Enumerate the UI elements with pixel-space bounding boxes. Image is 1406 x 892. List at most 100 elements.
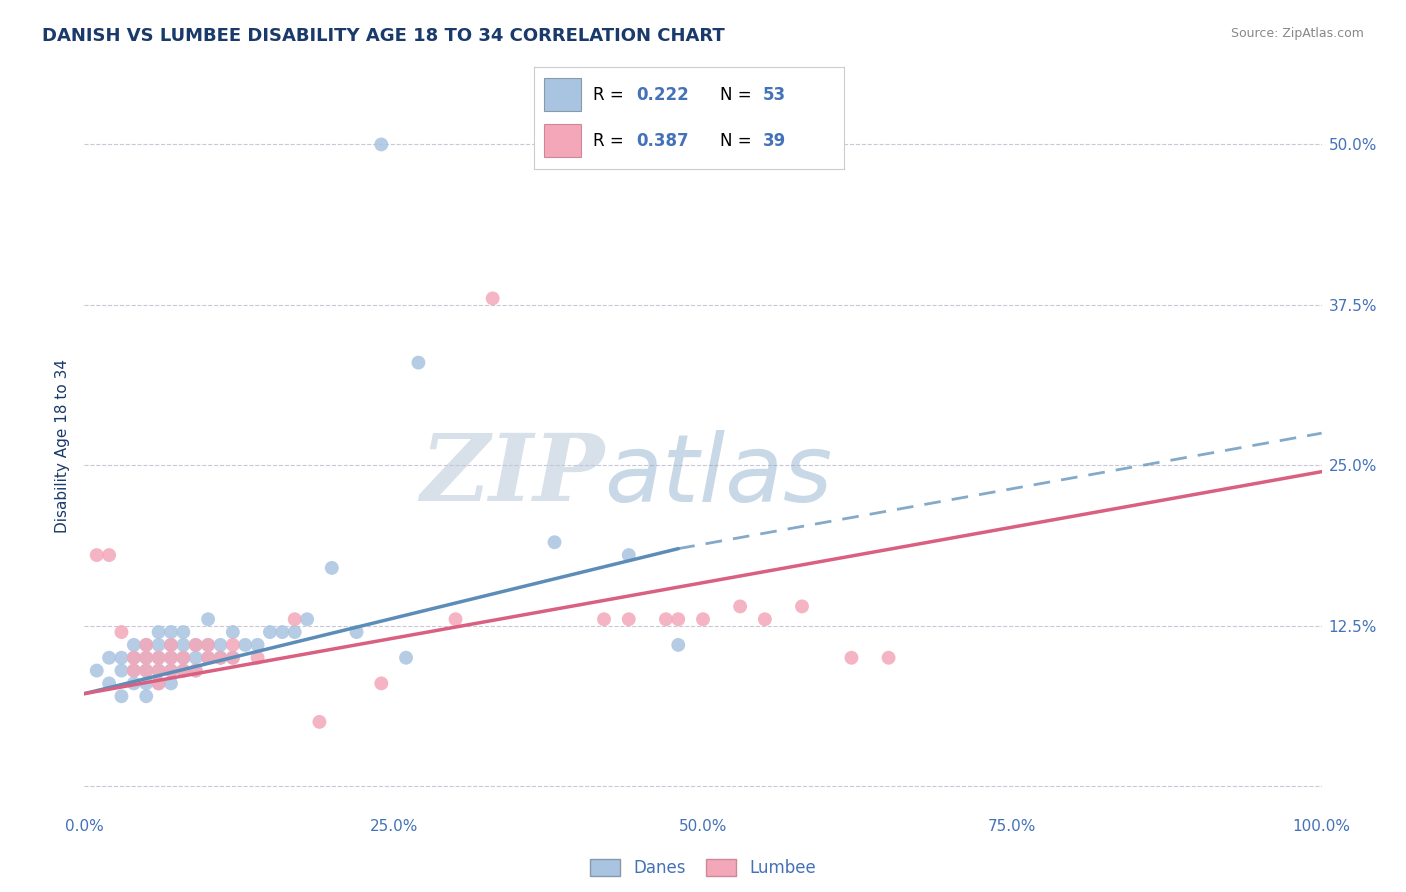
Point bbox=[209, 650, 232, 665]
Point bbox=[370, 676, 392, 690]
Point bbox=[197, 650, 219, 665]
Point bbox=[184, 638, 207, 652]
Point bbox=[172, 625, 194, 640]
Point bbox=[184, 638, 207, 652]
Point bbox=[122, 676, 145, 690]
Point bbox=[184, 664, 207, 678]
Point bbox=[877, 650, 900, 665]
Text: 53: 53 bbox=[763, 86, 786, 103]
Point bbox=[148, 676, 170, 690]
Point bbox=[197, 650, 219, 665]
Point bbox=[172, 650, 194, 665]
Bar bbox=[544, 78, 581, 111]
Point bbox=[408, 355, 430, 369]
Point bbox=[754, 612, 776, 626]
Point bbox=[148, 625, 170, 640]
Point bbox=[160, 650, 183, 665]
Point bbox=[790, 599, 813, 614]
Point bbox=[655, 612, 678, 626]
Point bbox=[617, 612, 640, 626]
Point bbox=[160, 638, 183, 652]
Point bbox=[122, 650, 145, 665]
Point bbox=[666, 612, 689, 626]
Point bbox=[172, 664, 194, 678]
Text: 0.222: 0.222 bbox=[637, 86, 689, 103]
Point bbox=[271, 625, 294, 640]
Point bbox=[135, 638, 157, 652]
Point bbox=[395, 650, 418, 665]
Point bbox=[222, 638, 245, 652]
Point bbox=[233, 638, 256, 652]
Point bbox=[122, 650, 145, 665]
Point bbox=[172, 638, 194, 652]
Point bbox=[86, 548, 108, 562]
Point bbox=[135, 664, 157, 678]
Point bbox=[295, 612, 318, 626]
Text: DANISH VS LUMBEE DISABILITY AGE 18 TO 34 CORRELATION CHART: DANISH VS LUMBEE DISABILITY AGE 18 TO 34… bbox=[42, 27, 725, 45]
Text: R =: R = bbox=[593, 86, 628, 103]
Point bbox=[148, 676, 170, 690]
Point bbox=[135, 664, 157, 678]
Point bbox=[160, 664, 183, 678]
Text: ZIP: ZIP bbox=[420, 430, 605, 520]
Point bbox=[197, 638, 219, 652]
Point bbox=[135, 690, 157, 704]
Text: 0.387: 0.387 bbox=[637, 132, 689, 150]
Point bbox=[222, 650, 245, 665]
Point bbox=[209, 650, 232, 665]
Point bbox=[98, 676, 121, 690]
Y-axis label: Disability Age 18 to 34: Disability Age 18 to 34 bbox=[55, 359, 70, 533]
Point bbox=[110, 690, 132, 704]
Point bbox=[666, 638, 689, 652]
Point bbox=[98, 650, 121, 665]
Point bbox=[148, 664, 170, 678]
Point bbox=[284, 612, 307, 626]
Point bbox=[246, 650, 269, 665]
Point bbox=[86, 664, 108, 678]
Point bbox=[222, 650, 245, 665]
Legend: Danes, Lumbee: Danes, Lumbee bbox=[583, 853, 823, 884]
Point bbox=[692, 612, 714, 626]
Text: N =: N = bbox=[720, 132, 756, 150]
Point bbox=[284, 625, 307, 640]
Text: 39: 39 bbox=[763, 132, 786, 150]
Point bbox=[110, 625, 132, 640]
Point bbox=[135, 676, 157, 690]
Point bbox=[148, 650, 170, 665]
Point bbox=[135, 638, 157, 652]
Point bbox=[197, 638, 219, 652]
Point bbox=[135, 650, 157, 665]
Point bbox=[222, 625, 245, 640]
Point bbox=[122, 664, 145, 678]
Point bbox=[321, 561, 343, 575]
Text: R =: R = bbox=[593, 132, 628, 150]
Text: N =: N = bbox=[720, 86, 756, 103]
Point bbox=[172, 664, 194, 678]
Point bbox=[160, 650, 183, 665]
Point bbox=[543, 535, 565, 549]
Text: Source: ZipAtlas.com: Source: ZipAtlas.com bbox=[1230, 27, 1364, 40]
Point bbox=[122, 664, 145, 678]
Point bbox=[444, 612, 467, 626]
Point bbox=[148, 638, 170, 652]
Point bbox=[160, 664, 183, 678]
Point bbox=[122, 638, 145, 652]
Text: atlas: atlas bbox=[605, 430, 832, 521]
Point bbox=[148, 650, 170, 665]
Point bbox=[246, 638, 269, 652]
Bar bbox=[544, 124, 581, 157]
Point bbox=[160, 676, 183, 690]
Point bbox=[110, 664, 132, 678]
Point bbox=[160, 638, 183, 652]
Point bbox=[259, 625, 281, 640]
Point bbox=[98, 548, 121, 562]
Point bbox=[160, 625, 183, 640]
Point bbox=[481, 292, 503, 306]
Point bbox=[209, 638, 232, 652]
Point bbox=[346, 625, 368, 640]
Point bbox=[172, 650, 194, 665]
Point bbox=[110, 650, 132, 665]
Point bbox=[841, 650, 863, 665]
Point bbox=[148, 664, 170, 678]
Point bbox=[728, 599, 751, 614]
